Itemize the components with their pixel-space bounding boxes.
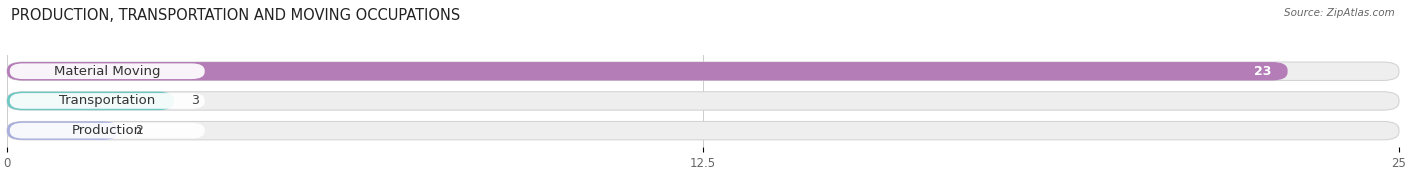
- Text: 3: 3: [191, 94, 198, 107]
- FancyBboxPatch shape: [10, 93, 205, 109]
- Text: Transportation: Transportation: [59, 94, 156, 107]
- FancyBboxPatch shape: [7, 62, 1288, 80]
- Text: 23: 23: [1254, 65, 1271, 78]
- Text: 2: 2: [135, 124, 143, 137]
- Text: PRODUCTION, TRANSPORTATION AND MOVING OCCUPATIONS: PRODUCTION, TRANSPORTATION AND MOVING OC…: [11, 8, 461, 23]
- FancyBboxPatch shape: [7, 92, 174, 110]
- Text: Material Moving: Material Moving: [53, 65, 160, 78]
- FancyBboxPatch shape: [7, 62, 1399, 80]
- Text: Source: ZipAtlas.com: Source: ZipAtlas.com: [1284, 8, 1395, 18]
- FancyBboxPatch shape: [7, 122, 1399, 140]
- FancyBboxPatch shape: [7, 92, 1399, 110]
- FancyBboxPatch shape: [10, 123, 205, 139]
- FancyBboxPatch shape: [7, 122, 118, 140]
- Text: Production: Production: [72, 124, 143, 137]
- FancyBboxPatch shape: [10, 63, 205, 79]
